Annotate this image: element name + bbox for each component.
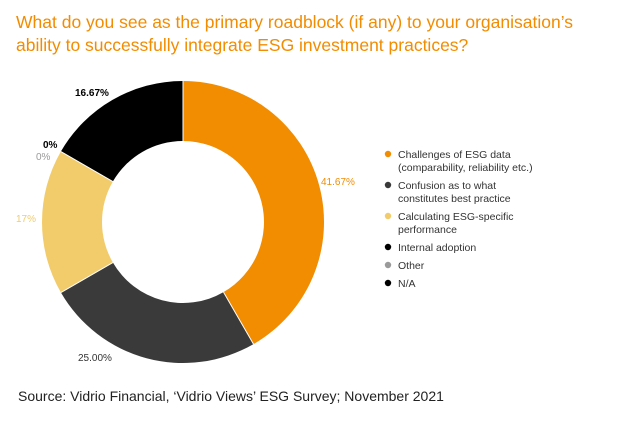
slice-labels: 41.67% 25.00% 17% 0%0% 16.67%	[16, 88, 355, 364]
slice-value-label: 25.00%	[78, 353, 112, 364]
legend-label: Confusion as to what	[398, 180, 496, 192]
donut-slice	[42, 151, 113, 293]
slice-value-label: 17%	[16, 214, 36, 225]
legend-swatch	[384, 261, 392, 269]
slice-value-label: 0%	[43, 140, 58, 151]
legend-label: constitutes best practice	[398, 193, 511, 205]
legend: Challenges of ESG data(comparability, re…	[384, 149, 533, 290]
legend-item: Other	[384, 260, 425, 272]
slice-separator	[223, 291, 254, 345]
legend-item: N/A	[384, 278, 416, 290]
donut-slices	[42, 81, 324, 363]
slice-separator	[60, 151, 114, 182]
slice-value-label: 41.67%	[321, 177, 355, 188]
slice-separator	[60, 262, 114, 293]
legend-swatch	[384, 243, 392, 251]
legend-label: Internal adoption	[398, 242, 476, 254]
donut-slice	[183, 81, 324, 345]
slice-value-label: 0%	[36, 152, 51, 163]
donut-slice	[60, 262, 254, 363]
legend-swatch	[384, 212, 392, 220]
legend-item: Challenges of ESG data(comparability, re…	[384, 149, 533, 174]
legend-label: Challenges of ESG data	[398, 149, 511, 161]
chart-title: What do you see as the primary roadblock…	[16, 12, 574, 55]
legend-label: Calculating ESG-specific	[398, 211, 514, 223]
legend-swatch	[384, 181, 392, 189]
legend-label: performance	[398, 224, 457, 236]
legend-item: Internal adoption	[384, 242, 476, 254]
source-note: Source: Vidrio Financial, ‘Vidrio Views’…	[18, 388, 444, 404]
donut-slice	[60, 81, 183, 182]
legend-label: Other	[398, 260, 425, 272]
slice-value-label: 16.67%	[75, 88, 109, 99]
legend-label: N/A	[398, 278, 416, 290]
legend-swatch	[384, 150, 392, 158]
legend-label: (comparability, reliability etc.)	[398, 162, 533, 174]
legend-swatch	[384, 279, 392, 287]
